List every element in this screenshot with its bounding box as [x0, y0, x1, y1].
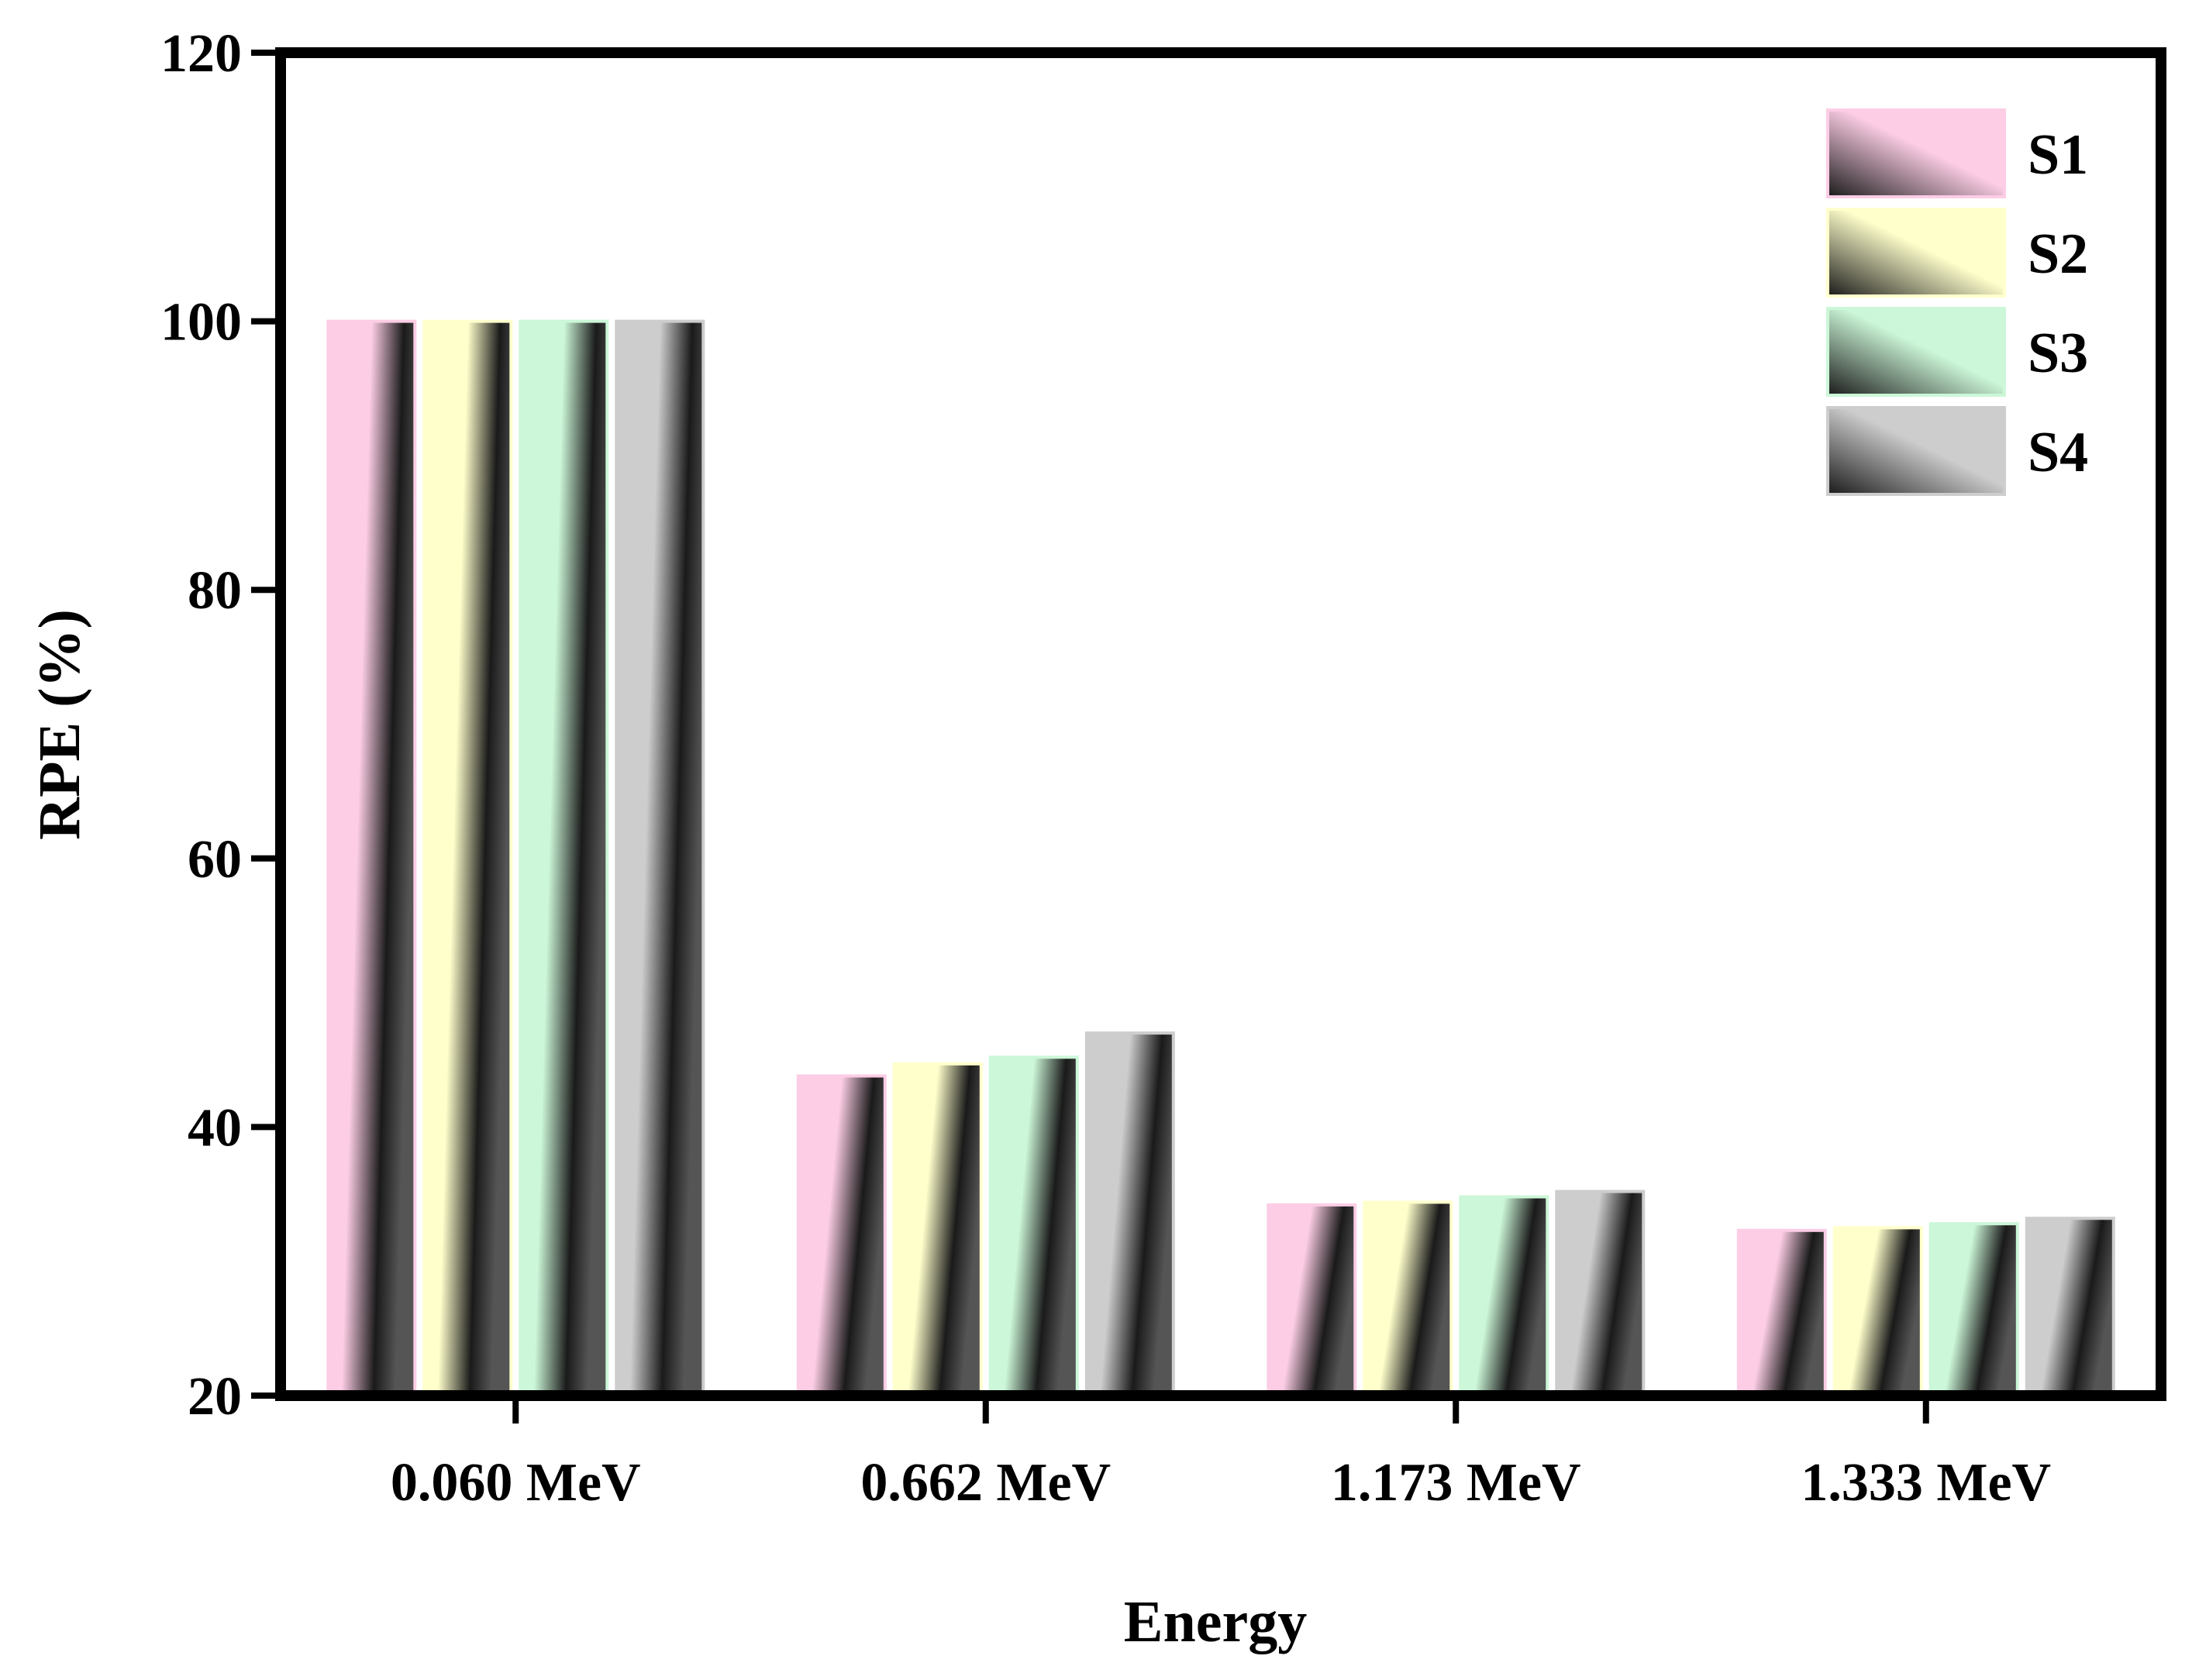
bar-s1-2 [796, 1074, 887, 1397]
x-tick-label: 1.333 MeV [1801, 1453, 2051, 1513]
bar-s4-3 [1555, 1189, 1646, 1397]
y-axis-title: RPE (%) [27, 609, 92, 840]
y-tick-label: 20 [188, 1367, 242, 1427]
legend-swatch-s1 [1826, 108, 2006, 198]
bar-s1-3 [1267, 1203, 1357, 1398]
legend-swatch-s3 [1826, 307, 2006, 397]
x-tick-label: 0.662 MeV [860, 1453, 1111, 1513]
legend-label-s1: S1 [2028, 123, 2088, 187]
bars-layer [326, 319, 2115, 1398]
legend-label-s2: S2 [2028, 222, 2088, 286]
legend-label-s3: S3 [2028, 322, 2088, 385]
y-tick-label: 80 [188, 561, 242, 621]
bar-s2-2 [892, 1062, 983, 1398]
bar-s3-2 [988, 1055, 1079, 1398]
x-tick-label: 1.173 MeV [1331, 1453, 1581, 1513]
y-axis: 20 40 60 80 100 120 [160, 24, 281, 1427]
legend-swatch-s2 [1826, 208, 2006, 298]
bar-s4-2 [1084, 1031, 1175, 1397]
bar-s1-1 [326, 319, 417, 1398]
bar-s2-1 [422, 319, 513, 1398]
y-tick-label: 60 [188, 830, 242, 890]
bar-s2-3 [1363, 1200, 1453, 1398]
legend: S1 S2 S3 S4 [1826, 108, 2088, 496]
x-tick-label: 0.060 MeV [391, 1453, 641, 1513]
y-tick-label: 40 [188, 1098, 242, 1158]
x-axis: 0.060 MeV 0.662 MeV 1.173 MeV 1.333 MeV [391, 1396, 2051, 1513]
bar-s3-1 [519, 319, 609, 1398]
bar-s1-4 [1736, 1228, 1827, 1398]
bar-s3-3 [1459, 1195, 1549, 1397]
y-tick-label: 100 [160, 293, 242, 353]
plot-frame [275, 47, 2166, 1401]
legend-swatch-s4 [1826, 406, 2006, 496]
bar-s2-4 [1832, 1226, 1923, 1398]
bar-s4-1 [615, 319, 705, 1398]
x-axis-title: Energy [1124, 1589, 1307, 1654]
legend-label-s4: S4 [2028, 421, 2088, 484]
bar-s4-4 [2025, 1217, 2115, 1397]
y-tick-label: 120 [160, 24, 242, 84]
bar-s3-4 [1928, 1222, 2019, 1397]
